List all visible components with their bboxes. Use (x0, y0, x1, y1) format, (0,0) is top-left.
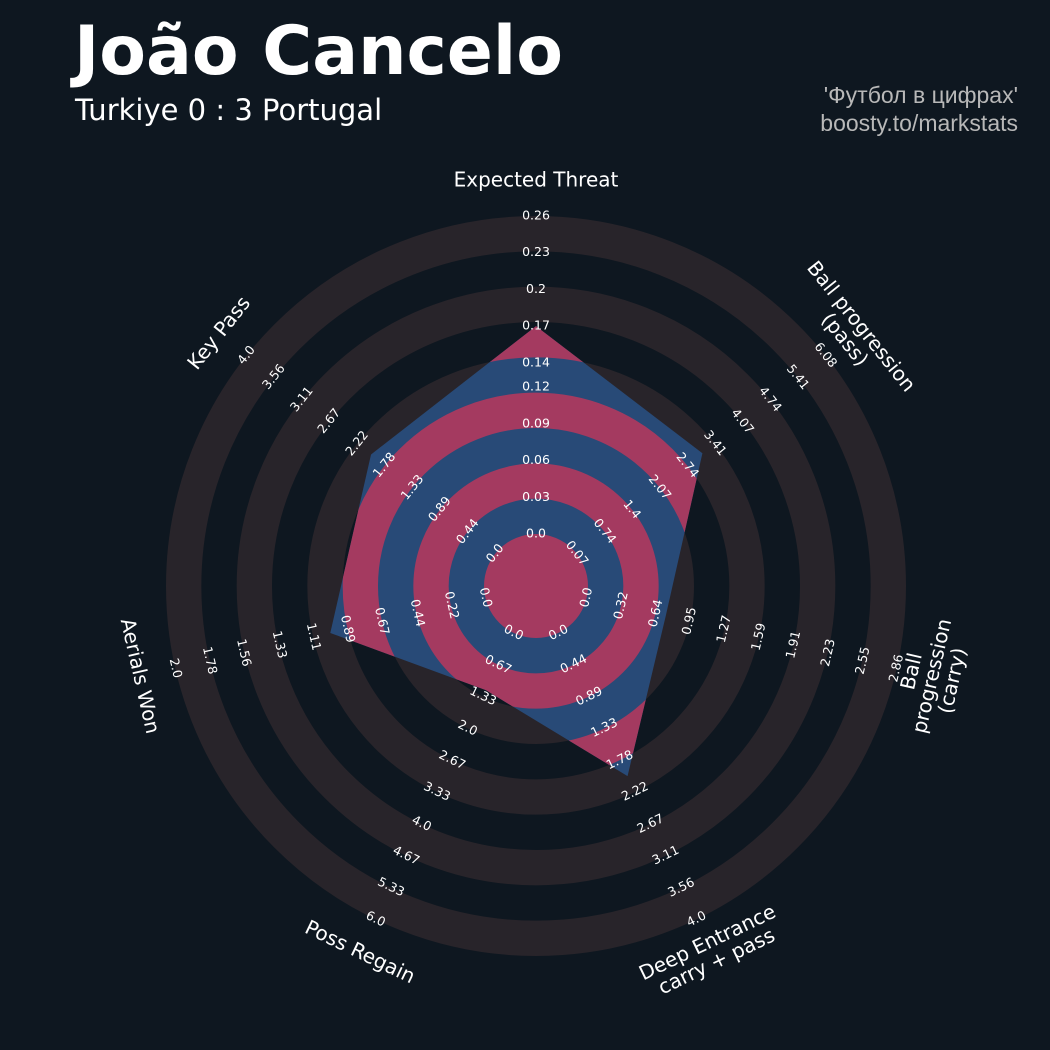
tick-label: 1.27 (713, 614, 734, 644)
ring (413, 463, 659, 709)
subtitle: Turkiye 0 : 3 Portugal (75, 93, 383, 127)
tick-label: 0.67 (372, 606, 393, 636)
tick-label: 0.44 (408, 598, 429, 629)
ring (166, 216, 906, 956)
tick-label: 0.06 (522, 452, 550, 467)
tick-label: 0.2 (526, 281, 546, 296)
tick-label: 0.64 (645, 598, 666, 629)
tick-label: 0.89 (338, 614, 359, 645)
tick-label: 1.56 (234, 637, 255, 668)
tick-label: 1.78 (200, 645, 221, 676)
tick-label: 2.0 (167, 657, 186, 680)
tick-label: 2.86 (885, 653, 906, 684)
credit: 'Футбол в цифрах' (823, 82, 1018, 108)
param-label: Expected Threat (453, 167, 619, 192)
tick-label: 0.03 (522, 489, 550, 504)
tick-label: 1.91 (782, 629, 803, 659)
tick-label: 1.59 (748, 621, 769, 652)
tick-label: 1.11 (304, 621, 325, 651)
center-disk (484, 534, 588, 638)
tick-label: 0.22 (442, 590, 463, 620)
tick-label: 0.95 (678, 606, 699, 636)
tick-label: 2.55 (852, 645, 873, 675)
tick-label: 0.0 (576, 586, 595, 609)
tick-label: 0.32 (610, 590, 631, 620)
tick-label: 0.17 (522, 318, 550, 333)
ring (330, 326, 703, 777)
tick-label: 0.0 (477, 586, 496, 609)
tick-label: 0.0 (526, 526, 546, 541)
tick-label: 0.09 (522, 415, 550, 430)
title: João Cancelo (74, 12, 563, 91)
tick-label: 0.26 (522, 208, 550, 223)
tick-label: 0.12 (522, 379, 550, 394)
ring (236, 286, 836, 886)
tick-label: 2.23 (817, 637, 838, 667)
credit: boosty.to/markstats (820, 110, 1018, 136)
tick-label: 1.33 (270, 629, 291, 659)
tick-label: 0.14 (522, 354, 550, 369)
tick-label: 0.23 (522, 244, 550, 259)
